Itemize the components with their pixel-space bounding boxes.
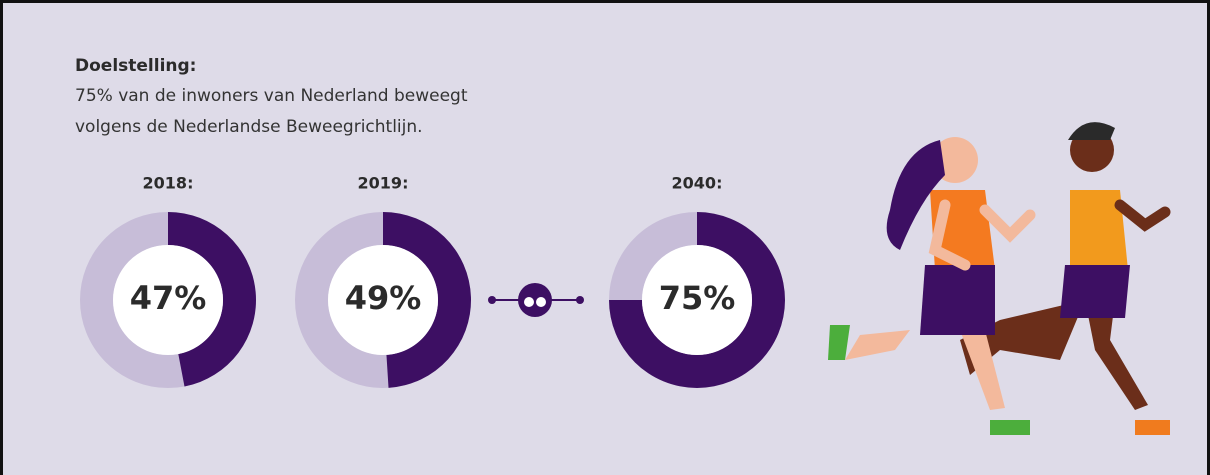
- year-label: 2019:: [358, 174, 409, 193]
- goal-text: 75% van de inwoners van Nederland beweeg…: [75, 86, 468, 106]
- infographic: Doelstelling: 75% van de inwoners van Ne…: [0, 0, 1210, 475]
- goal-text: volgens de Nederlandse Beweegrichtlijn.: [75, 117, 423, 137]
- year-label: 2018:: [143, 174, 194, 193]
- value-label: 49%: [345, 279, 422, 317]
- year-label: 2040:: [672, 174, 723, 193]
- goal-title: Doelstelling:: [75, 56, 196, 76]
- value-label: 75%: [659, 279, 736, 317]
- value-label: 47%: [130, 279, 207, 317]
